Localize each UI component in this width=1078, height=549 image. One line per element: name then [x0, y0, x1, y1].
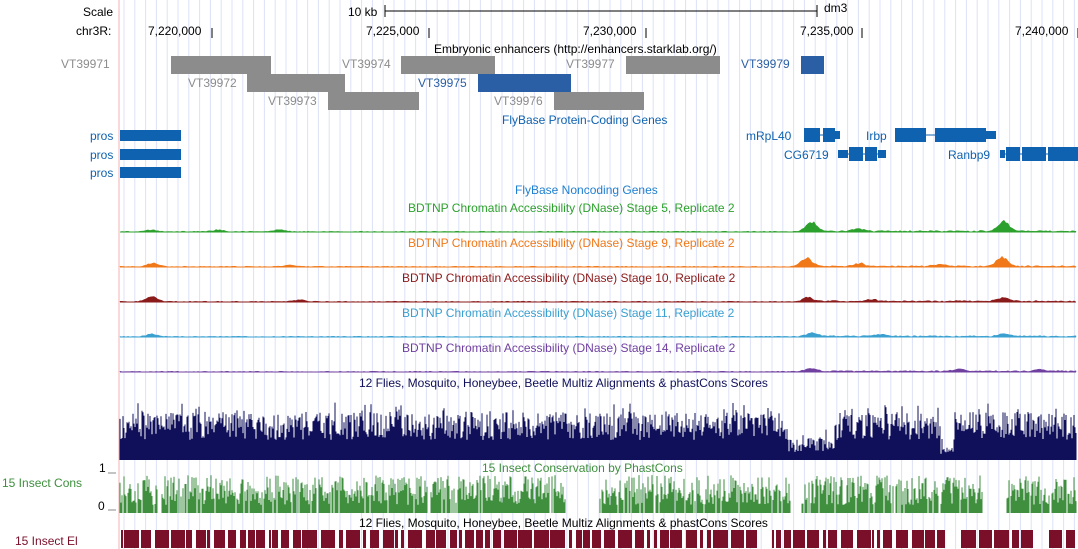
- enhancer-label[interactable]: VT39974: [342, 57, 391, 71]
- dnase-track-title[interactable]: BDTNP Chromatin Accessibility (DNase) St…: [402, 306, 735, 320]
- enhancer-feature[interactable]: [801, 56, 824, 74]
- gene-label[interactable]: pros: [90, 166, 114, 180]
- enhancer-feature[interactable]: [247, 74, 345, 92]
- phastcons-ymin-label: 0: [98, 499, 105, 513]
- enhancer-feature[interactable]: [626, 56, 720, 74]
- dnase-signal[interactable]: [0, 252, 1078, 268]
- enhancer-label[interactable]: VT39979: [741, 57, 790, 71]
- dnase-track-title[interactable]: BDTNP Chromatin Accessibility (DNase) St…: [408, 236, 735, 250]
- enhancer-feature[interactable]: [554, 92, 644, 110]
- phastcons-side-label[interactable]: 15 Insect Cons: [2, 476, 83, 490]
- dnase-track-title[interactable]: BDTNP Chromatin Accessibility (DNase) St…: [402, 271, 736, 285]
- enhancer-feature[interactable]: [401, 56, 495, 74]
- dnase-track-title[interactable]: BDTNP Chromatin Accessibility (DNase) St…: [402, 341, 736, 355]
- gene-model[interactable]: [120, 149, 181, 160]
- gene-label[interactable]: pros: [90, 129, 114, 143]
- gene-model[interactable]: [804, 126, 840, 144]
- gene-model[interactable]: [895, 126, 997, 144]
- gene-model[interactable]: [838, 145, 888, 163]
- position-label: 7,220,000: [148, 24, 202, 38]
- position-ticks: [211, 28, 1078, 38]
- phastcons-axis-ticks: [108, 472, 116, 511]
- enhancer-label[interactable]: VT39976: [494, 94, 543, 108]
- gene-label[interactable]: CG6719: [784, 148, 829, 162]
- position-label: 7,240,000: [1015, 24, 1069, 38]
- noncoding-track-title[interactable]: FlyBase Noncoding Genes: [515, 183, 658, 197]
- enhancer-feature[interactable]: [171, 56, 271, 74]
- dnase-track-title[interactable]: BDTNP Chromatin Accessibility (DNase) St…: [408, 201, 735, 215]
- gene-model[interactable]: [1000, 145, 1078, 163]
- enhancer-feature[interactable]: [328, 92, 419, 110]
- gene-label[interactable]: pros: [90, 148, 114, 162]
- enhancer-label[interactable]: VT39977: [566, 57, 615, 71]
- enhancers-track-title[interactable]: Embryonic enhancers (http://enhancers.st…: [434, 42, 717, 56]
- gene-model[interactable]: [120, 130, 181, 141]
- elements-side-label[interactable]: 15 Insect El: [15, 534, 78, 548]
- enhancer-label[interactable]: VT39972: [188, 76, 237, 90]
- enhancer-feature[interactable]: [478, 74, 571, 92]
- gene-model[interactable]: [120, 167, 181, 178]
- assembly-label: dm3: [824, 1, 848, 15]
- gene-label[interactable]: mRpL40: [746, 129, 792, 143]
- scale-bar-label: 10 kb: [348, 5, 378, 19]
- phastcons-plot[interactable]: [0, 475, 1078, 513]
- protein-coding-track-title[interactable]: FlyBase Protein-Coding Genes: [502, 113, 668, 127]
- elements-track-title[interactable]: 12 Flies, Mosquito, Honeybee, Beetle Mul…: [359, 516, 768, 530]
- phastcons-ymax-label: 1: [99, 461, 106, 475]
- chrom-label: chr3R:: [76, 24, 112, 38]
- phastcons-track-title[interactable]: 15 Insect Conservation by PhastCons: [482, 461, 683, 475]
- position-label: 7,230,000: [583, 24, 637, 38]
- dnase-signal[interactable]: [0, 322, 1078, 338]
- multiz-conservation-plot[interactable]: [0, 392, 1078, 460]
- enhancer-label[interactable]: VT39971: [61, 57, 110, 71]
- enhancer-label[interactable]: VT39975: [418, 76, 467, 90]
- gene-label[interactable]: Ranbp9: [948, 148, 991, 162]
- dnase-signal[interactable]: [0, 217, 1078, 233]
- dnase-signal[interactable]: [0, 357, 1078, 373]
- enhancer-label[interactable]: VT39973: [268, 94, 317, 108]
- dnase-signal[interactable]: [0, 287, 1078, 303]
- position-label: 7,235,000: [800, 24, 854, 38]
- gene-label[interactable]: Irbp: [866, 129, 887, 143]
- scale-label: Scale: [83, 5, 114, 19]
- scale-bar: [384, 5, 818, 17]
- conserved-elements-plot[interactable]: [0, 530, 1078, 549]
- multiz-track-title[interactable]: 12 Flies, Mosquito, Honeybee, Beetle Mul…: [359, 376, 768, 390]
- position-label: 7,225,000: [366, 24, 420, 38]
